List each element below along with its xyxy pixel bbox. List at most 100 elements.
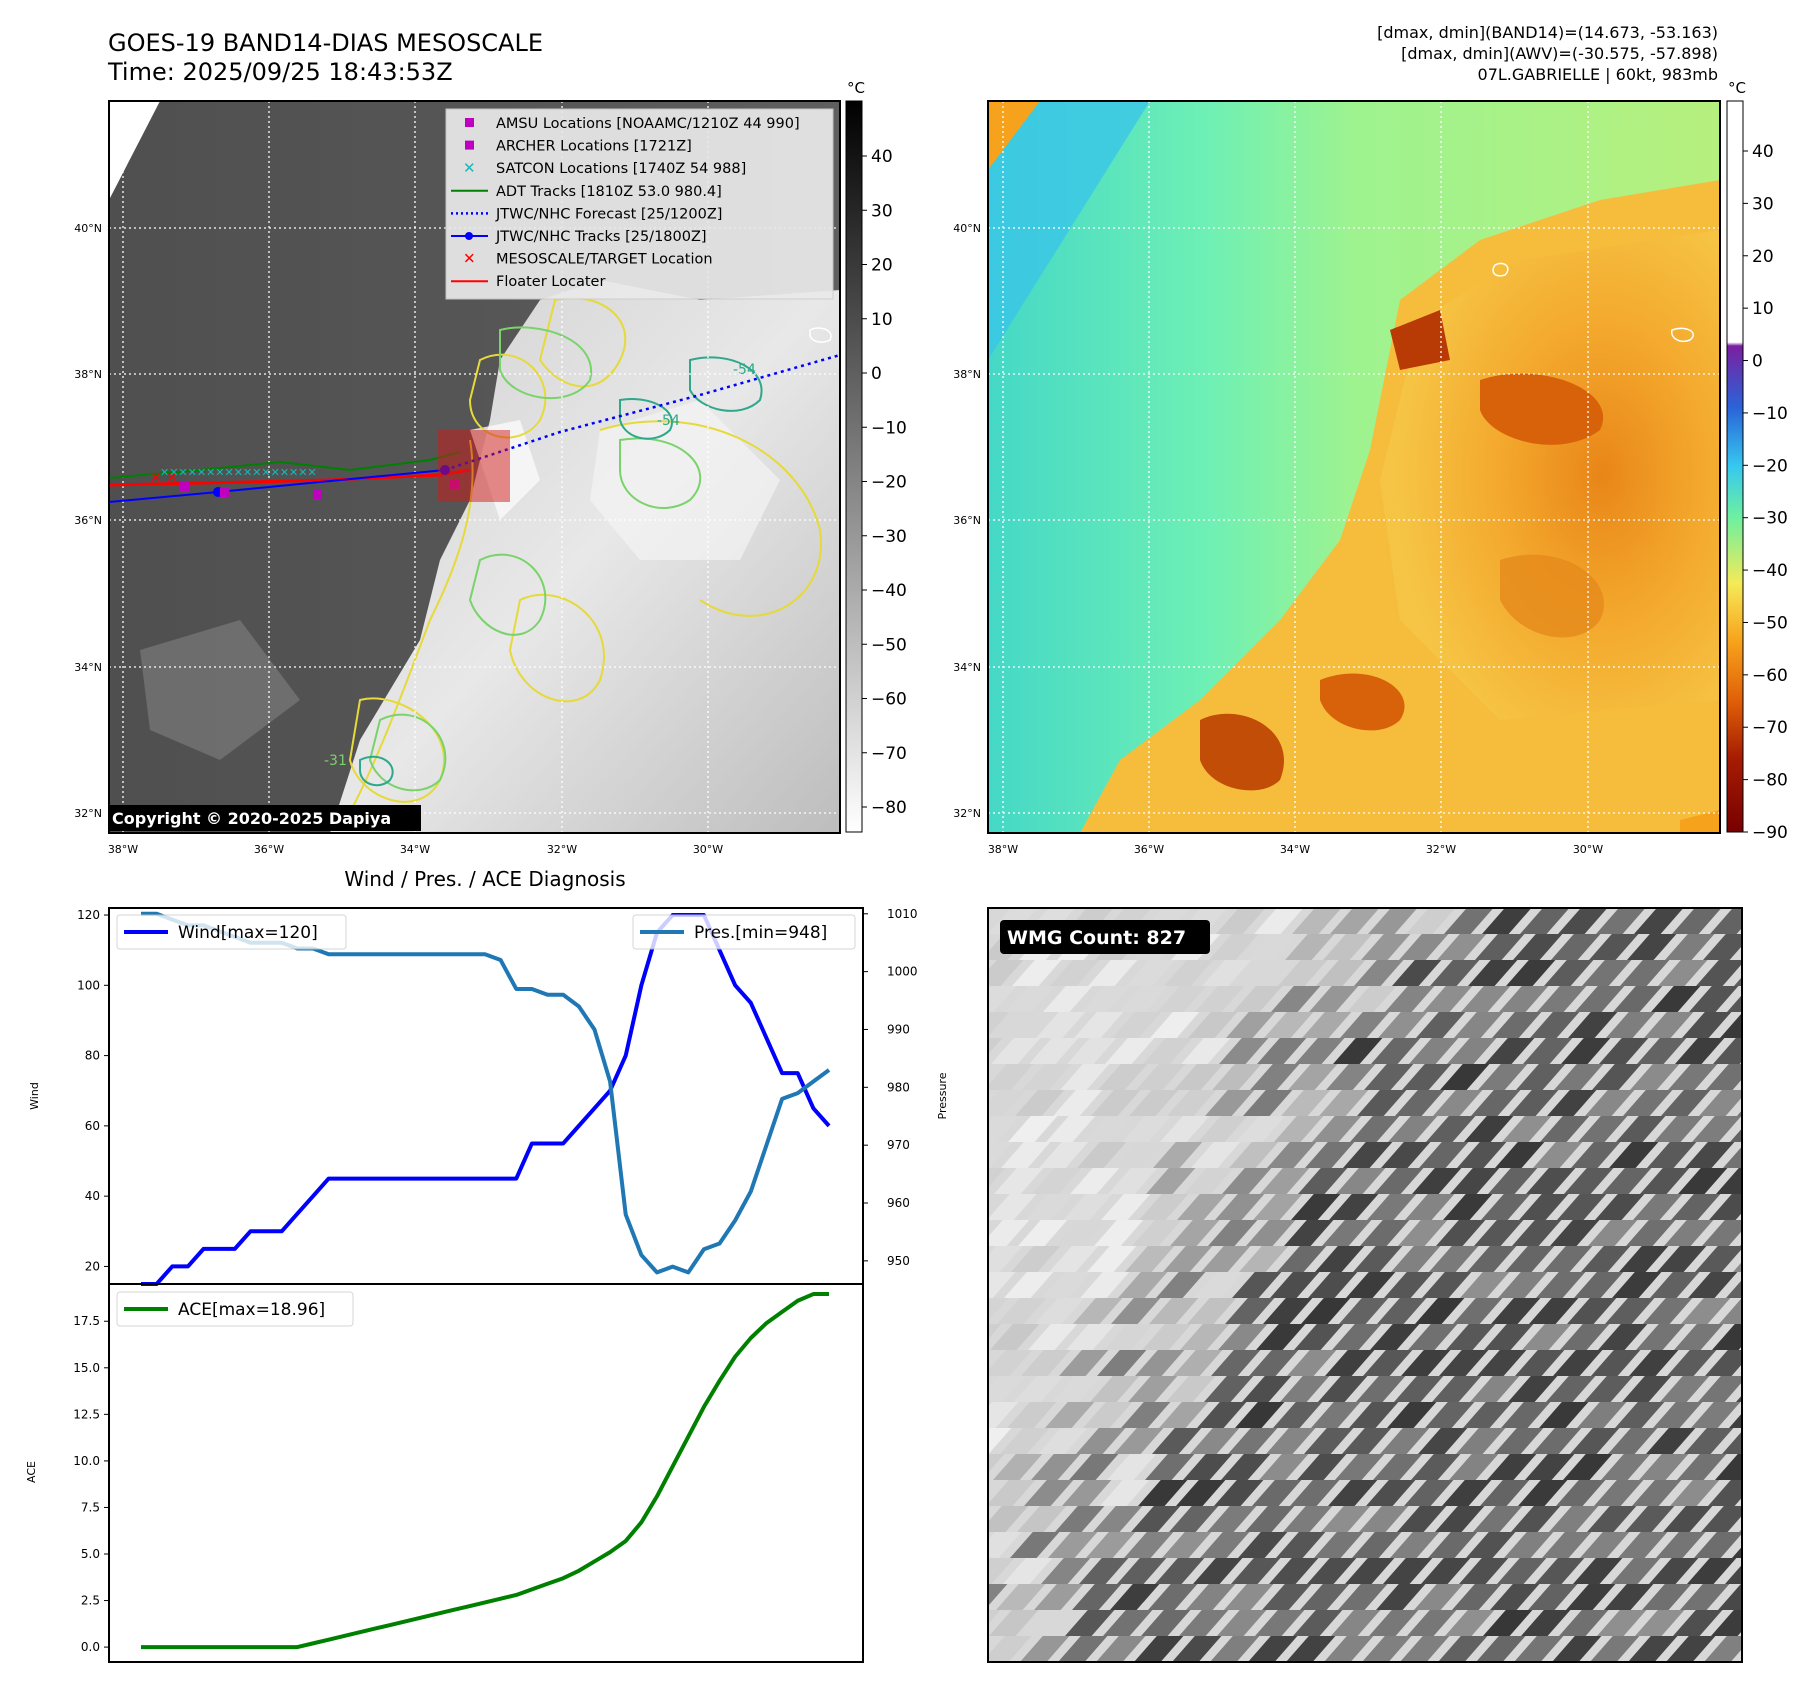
wmg-cell: [1077, 1142, 1127, 1168]
wmg-cell: [1468, 960, 1518, 986]
wmg-cell: [1290, 1480, 1340, 1506]
wmg-cell: [1160, 1116, 1210, 1142]
wmg-cell: [1495, 1142, 1545, 1168]
wmg-cell: [1279, 1662, 1328, 1688]
wmg-cell: [1734, 976, 1742, 986]
wmg-cell: [1643, 1298, 1693, 1324]
wmg-cell: [1513, 934, 1563, 960]
wmg-cell: [1516, 1064, 1566, 1090]
wmg-cell: [1126, 960, 1176, 986]
wmg-cell: [1135, 1350, 1185, 1376]
colorbar2-tick-label: −70: [1752, 718, 1788, 738]
ir-lat-label: 32°N: [74, 807, 102, 820]
wmg-cell: [1297, 1454, 1347, 1480]
wmg-cell: [1697, 1662, 1746, 1688]
legend-entry: JTWC/NHC Tracks [25/1800Z]: [451, 229, 707, 245]
colorbar2-unit: °C: [1728, 79, 1746, 97]
colorbar2-tick-label: −80: [1752, 771, 1788, 791]
wmg-cell: [1713, 1038, 1742, 1064]
wmg-cell: [1560, 1324, 1610, 1350]
wmg-cell: [1463, 1402, 1513, 1428]
wmg-cell: [1536, 1272, 1586, 1298]
wind-ytick-label: 120: [77, 908, 100, 922]
wind-legend-box: [116, 914, 347, 950]
wmg-cell: [1100, 1480, 1150, 1506]
wmg-cell: [1190, 1428, 1240, 1454]
wmg-cell: [1404, 1480, 1454, 1506]
wmg-cell: [1041, 1558, 1091, 1584]
wmg-cell: [1114, 1428, 1164, 1454]
wmg-cell: [1194, 1272, 1244, 1298]
wmg-cell: [1051, 1662, 1100, 1688]
wmg-cell: [1125, 1246, 1175, 1272]
wmg-cell: [1122, 1116, 1172, 1142]
wmg-cell: [1550, 1220, 1600, 1246]
wmg-cell: [1559, 1610, 1609, 1636]
legend-label: ARCHER Locations [1721Z]: [496, 139, 692, 155]
legend-entry: ✕ MESOSCALE/TARGET Location: [463, 250, 713, 268]
wmg-cell: [1103, 1610, 1153, 1636]
wmg-cell: [1699, 1090, 1742, 1116]
wv-lon-label: 38°W: [988, 843, 1018, 856]
wmg-cell: [1364, 1064, 1414, 1090]
wmg-cell: [1020, 1636, 1070, 1662]
wmg-cell: [1073, 1298, 1123, 1324]
colorbar1-tick-label: −80: [871, 798, 907, 818]
wmg-cell: [1557, 1194, 1607, 1220]
wmg-cell: [1319, 1090, 1369, 1116]
wmg-cell: [1269, 1558, 1319, 1584]
wmg-cell: [1570, 1428, 1620, 1454]
wmg-cell: [1618, 1532, 1668, 1558]
wmg-cell: [1385, 986, 1435, 1012]
wv-lat-label: 36°N: [953, 514, 981, 527]
wmg-cell: [1630, 1064, 1680, 1090]
wmg-cell: [1323, 934, 1373, 960]
diagnosis-title: Wind / Pres. / ACE Diagnosis: [344, 867, 625, 891]
wmg-cell: [1096, 1636, 1146, 1662]
wmg-cell: [1081, 986, 1131, 1012]
wmg-cell: [1186, 1584, 1236, 1610]
wmg-cell: [1053, 1090, 1103, 1116]
wmg-cell: [1425, 1402, 1475, 1428]
wmg-cell: [988, 1168, 1006, 1188]
wmg-cell: [1474, 1220, 1524, 1246]
pressure-ytick-label: 960: [887, 1196, 910, 1210]
wmg-cell: [988, 1506, 1029, 1532]
wmg-cell: [1691, 1402, 1741, 1428]
wmg-cell: [988, 986, 1017, 1012]
wmg-cell: [1350, 1116, 1400, 1142]
colorbar2-tick-label: −10: [1752, 404, 1788, 424]
wmg-cell: [1356, 1376, 1406, 1402]
wv-lat-label: 34°N: [953, 661, 981, 674]
wmg-cell: [988, 1558, 1015, 1584]
pressure-ytick-label: 950: [887, 1254, 910, 1268]
wmg-cell: [1318, 1376, 1368, 1402]
wmg-cell: [1673, 1610, 1723, 1636]
colorbar2-tick-label: 30: [1752, 194, 1774, 214]
wmg-cell: [1266, 1428, 1316, 1454]
wmg-cell: [1193, 1558, 1243, 1584]
wmg-cell: [1080, 1272, 1130, 1298]
wmg-cell: [1446, 1324, 1496, 1350]
wmg-cell: [1059, 1350, 1109, 1376]
wmg-cell: [1121, 1402, 1171, 1428]
wmg-cell: [1430, 960, 1480, 986]
wmg-cell: [988, 1376, 1026, 1402]
wmg-cell: [1263, 1298, 1313, 1324]
wmg-cell: [1433, 1090, 1483, 1116]
wmg-cell: [1528, 1584, 1578, 1610]
wmg-cell: [1466, 1532, 1516, 1558]
wmg-cell: [1521, 1610, 1571, 1636]
wmg-cell: [1542, 1532, 1592, 1558]
colorbar2-tick-label: −40: [1752, 561, 1788, 581]
wmg-cell: [1346, 1272, 1396, 1298]
wmg-cell: [1093, 1506, 1143, 1532]
wmg-cell: [1698, 1376, 1742, 1402]
wmg-cell: [1621, 1662, 1670, 1688]
wmg-cell: [993, 1454, 1043, 1480]
wmg-cell: [1079, 1558, 1129, 1584]
legend-label: ADT Tracks [1810Z 53.0 980.4]: [496, 184, 722, 200]
wmg-cell: [1705, 1350, 1742, 1376]
wmg-cell: [1547, 1090, 1597, 1116]
wmg-cell: [1322, 1220, 1372, 1246]
